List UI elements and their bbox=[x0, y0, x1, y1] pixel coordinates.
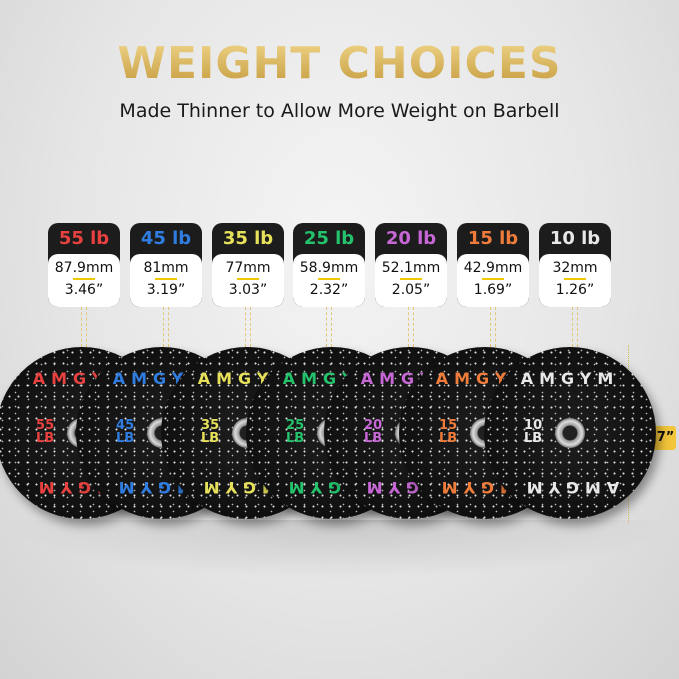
plate-weight: 20 LB bbox=[364, 418, 383, 446]
bumper-plate: AMGYM AMGYM 10 LB bbox=[484, 347, 656, 519]
plate-weight: 10 LB bbox=[524, 418, 543, 446]
thickness-inches: 3.46” bbox=[64, 282, 104, 298]
weight-label: 45 lb bbox=[140, 228, 192, 249]
plate-weight: 55 LB bbox=[36, 418, 55, 446]
weight-card: 10 lb 32mm 1.26” bbox=[539, 223, 611, 307]
thickness-mm: 87.9mm bbox=[54, 260, 114, 276]
weight-label: 20 lb bbox=[385, 228, 437, 249]
weight-label: 55 lb bbox=[58, 228, 110, 249]
leader-line bbox=[572, 307, 578, 347]
thickness-mm: 52.1mm bbox=[381, 260, 441, 276]
weight-label: 15 lb bbox=[467, 228, 519, 249]
steel-hub bbox=[555, 418, 585, 448]
plate-weight: 15 LB bbox=[439, 418, 458, 446]
brand-bottom: AMGYM bbox=[520, 478, 620, 497]
page-title: WEIGHT CHOICES bbox=[0, 38, 679, 89]
weight-label: 10 lb bbox=[549, 228, 601, 249]
thickness-mm: 32mm bbox=[552, 260, 598, 276]
weight-card: 15 lb 42.9mm 1.69” bbox=[457, 223, 529, 307]
weight-card: 35 lb 77mm 3.03” bbox=[212, 223, 284, 307]
divider bbox=[73, 278, 95, 280]
weight-card: 55 lb 87.9mm 3.46” bbox=[48, 223, 120, 307]
weight-card: 20 lb 52.1mm 2.05” bbox=[375, 223, 447, 307]
divider bbox=[564, 278, 586, 280]
thickness-inches: 3.03” bbox=[228, 282, 268, 298]
plate-weight: 25 LB bbox=[286, 418, 305, 446]
thickness-inches: 1.69” bbox=[473, 282, 513, 298]
leader-line bbox=[245, 307, 251, 347]
thickness-inches: 3.19” bbox=[146, 282, 186, 298]
divider bbox=[155, 278, 177, 280]
divider bbox=[237, 278, 259, 280]
leader-line bbox=[490, 307, 496, 347]
floor-shadow bbox=[0, 520, 679, 580]
thickness-mm: 42.9mm bbox=[463, 260, 523, 276]
leader-line bbox=[408, 307, 414, 347]
thickness-inches: 1.26” bbox=[555, 282, 595, 298]
thickness-inches: 2.05” bbox=[391, 282, 431, 298]
weight-label: 35 lb bbox=[222, 228, 274, 249]
leader-line bbox=[326, 307, 332, 347]
plate-weight: 35 LB bbox=[201, 418, 220, 446]
leader-line bbox=[163, 307, 169, 347]
divider bbox=[318, 278, 340, 280]
brand-top: AMGYM bbox=[520, 369, 620, 388]
plate-weight: 45 LB bbox=[116, 418, 135, 446]
divider bbox=[482, 278, 504, 280]
weight-label: 25 lb bbox=[303, 228, 355, 249]
divider bbox=[400, 278, 422, 280]
thickness-mm: 58.9mm bbox=[299, 260, 359, 276]
leader-line bbox=[81, 307, 87, 347]
thickness-mm: 81mm bbox=[143, 260, 189, 276]
weight-card: 45 lb 81mm 3.19” bbox=[130, 223, 202, 307]
weight-card: 25 lb 58.9mm 2.32” bbox=[293, 223, 365, 307]
thickness-inches: 2.32” bbox=[309, 282, 349, 298]
thickness-mm: 77mm bbox=[225, 260, 271, 276]
page-subtitle: Made Thinner to Allow More Weight on Bar… bbox=[119, 100, 560, 122]
